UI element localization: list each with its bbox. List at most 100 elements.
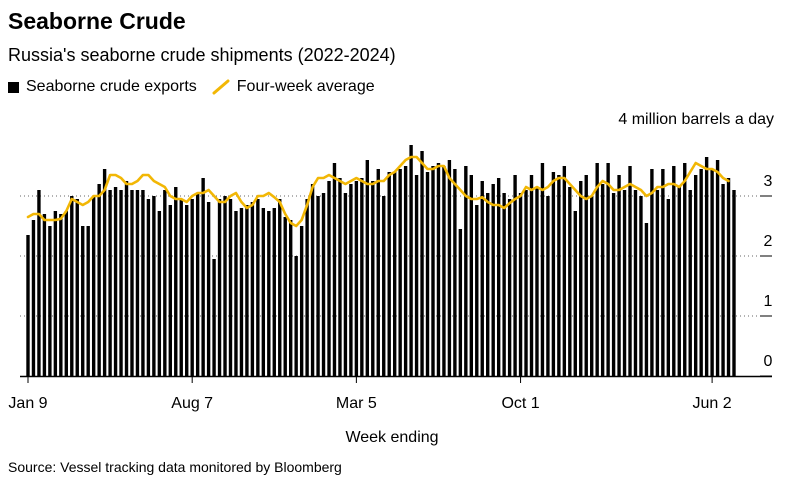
bar: [365, 160, 370, 376]
bar: [595, 163, 599, 376]
bar: [157, 211, 162, 376]
bar: [502, 193, 506, 376]
bar: [26, 235, 30, 376]
bar: [37, 190, 41, 376]
bar: [425, 172, 430, 376]
bar: [310, 184, 315, 376]
bar: [409, 145, 413, 376]
bar: [316, 196, 320, 376]
bar: [633, 190, 638, 376]
bar: [86, 226, 90, 376]
bar: [606, 163, 610, 376]
bar: [453, 169, 457, 376]
bar: [168, 205, 172, 376]
legend-line-label: Four-week average: [236, 78, 375, 95]
bar: [349, 184, 353, 376]
bar: [573, 211, 577, 376]
bar: [617, 175, 621, 376]
bar: [42, 214, 47, 376]
bar: [102, 169, 107, 376]
legend-line-swatch: [212, 79, 230, 95]
bar: [546, 196, 550, 376]
line-series: [26, 155, 730, 228]
bar: [590, 196, 594, 376]
bar: [179, 199, 183, 376]
bar: [398, 169, 402, 376]
bar: [458, 229, 463, 376]
bar: [562, 166, 567, 376]
bar: [163, 190, 167, 376]
bar: [715, 160, 720, 376]
bar: [414, 175, 419, 376]
bar: [53, 211, 58, 376]
x-axis-title: Week ending: [345, 429, 438, 446]
x-tick-label: Mar 5: [336, 395, 377, 412]
bar: [683, 163, 687, 376]
bar: [661, 169, 665, 376]
bar: [518, 193, 523, 376]
bar: [464, 166, 468, 376]
bar: [343, 193, 348, 376]
bar: [491, 184, 495, 376]
bar: [130, 190, 134, 376]
bar: [223, 196, 227, 376]
bar: [486, 193, 490, 376]
y-tick-label: 1: [764, 293, 773, 310]
bar: [234, 211, 238, 376]
bar: [540, 163, 545, 376]
bar: [305, 199, 309, 376]
bar: [195, 193, 200, 376]
bar: [584, 175, 588, 376]
bar: [568, 187, 572, 376]
bar: [190, 199, 194, 376]
bar: [113, 187, 118, 376]
bar: [704, 157, 709, 376]
bar: [256, 199, 260, 376]
bar: [392, 172, 397, 376]
bar: [431, 166, 435, 376]
bar: [75, 199, 79, 376]
bar: [693, 175, 698, 376]
y-axis-unit-label: 4 million barrels a day: [618, 111, 774, 128]
bar: [31, 220, 36, 376]
legend-bars-label: Seaborne crude exports: [26, 78, 197, 95]
y-tick-label: 3: [764, 173, 773, 190]
bar: [469, 175, 473, 376]
bar: [496, 178, 501, 376]
bar: [628, 166, 632, 376]
x-tick-label: Jan 9: [8, 395, 47, 412]
bar: [135, 190, 140, 376]
bar: [64, 211, 68, 376]
bar: [354, 181, 359, 376]
bar: [217, 199, 222, 376]
bar: [283, 217, 287, 376]
legend: Seaborne crude exports Four-week average: [8, 78, 375, 96]
bar: [338, 178, 342, 376]
bar: [141, 190, 145, 376]
bar: [261, 208, 266, 376]
bar: [97, 184, 101, 376]
bar: [639, 196, 643, 376]
bar: [677, 187, 681, 376]
bar: [650, 169, 654, 376]
bar: [327, 181, 331, 376]
bar: [480, 181, 484, 376]
bar: [212, 259, 216, 376]
bar: [48, 226, 52, 376]
bar: [721, 184, 725, 376]
bar: [91, 196, 96, 376]
bar: [672, 166, 676, 376]
bar: [622, 190, 627, 376]
y-tick-label: 2: [764, 233, 773, 250]
bar: [557, 175, 561, 376]
axes: 0 1 2 3 4 million barrels a day Jan 9 Aug 7 Mar…: [8, 111, 774, 446]
bar: [529, 175, 534, 376]
bar: [81, 226, 85, 376]
bar: [206, 202, 211, 376]
bar: [201, 178, 205, 376]
bar: [250, 202, 255, 376]
source-note: Source: Vessel tracking data monitored b…: [8, 459, 342, 475]
bar: [475, 205, 479, 376]
bar: [294, 256, 298, 376]
bar: [436, 163, 441, 376]
